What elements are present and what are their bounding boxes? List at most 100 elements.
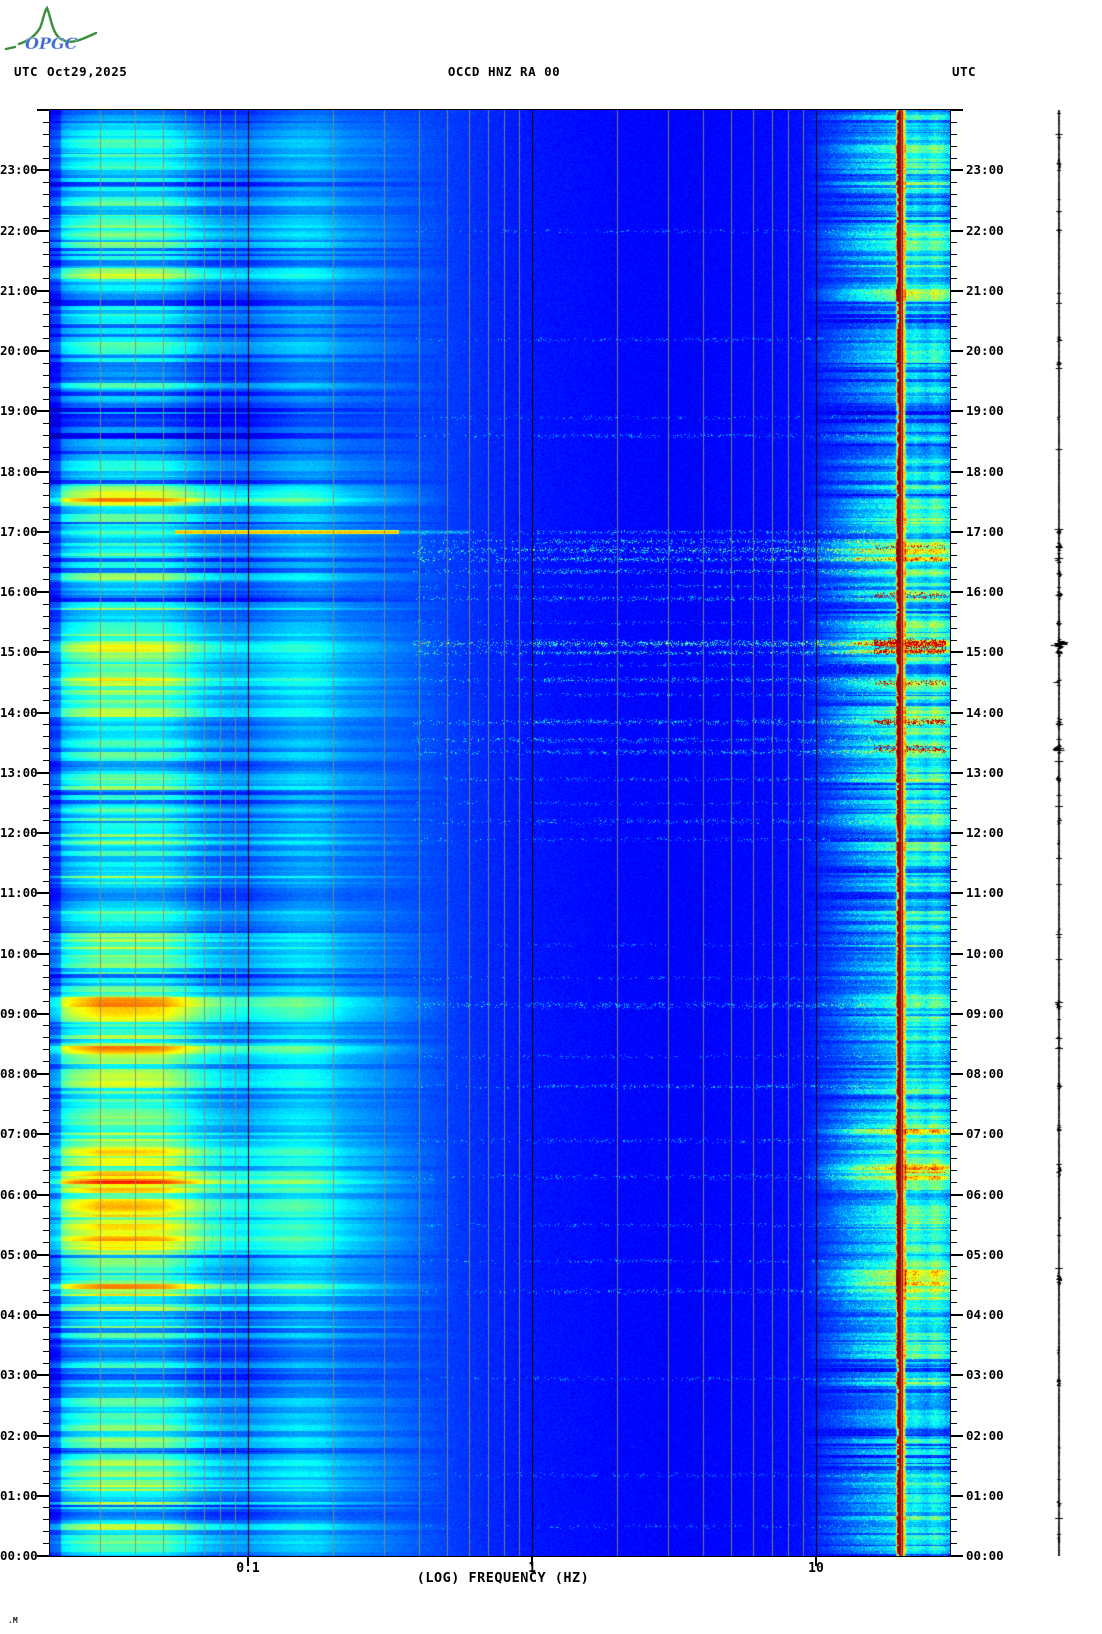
minute-tick — [950, 724, 957, 726]
hour-tick — [37, 470, 50, 473]
minute-tick — [43, 1338, 50, 1340]
hour-tick — [37, 651, 50, 654]
minute-tick — [950, 1398, 957, 1400]
minute-tick — [950, 1001, 957, 1003]
minute-tick — [43, 808, 50, 810]
minute-tick — [43, 422, 50, 424]
minute-tick — [950, 145, 957, 147]
freq-tick — [247, 1557, 249, 1566]
minute-tick — [43, 145, 50, 147]
minute-tick — [950, 663, 957, 665]
minute-tick — [43, 1218, 50, 1220]
minute-tick — [950, 1085, 957, 1087]
hour-tick — [950, 892, 963, 895]
hour-tick — [950, 651, 963, 654]
minute-tick — [950, 928, 957, 930]
minute-tick — [950, 1157, 957, 1159]
minute-tick — [950, 603, 957, 605]
minute-tick — [43, 434, 50, 436]
hour-tick — [37, 1434, 50, 1437]
time-label-right: 00:00 — [966, 1548, 1004, 1563]
minute-tick — [950, 1169, 957, 1171]
minute-tick — [950, 1483, 957, 1485]
hour-tick — [37, 530, 50, 533]
time-label-right: 02:00 — [966, 1427, 1004, 1443]
minute-tick — [950, 1459, 957, 1461]
minute-tick — [43, 1121, 50, 1123]
minute-tick — [43, 1386, 50, 1388]
time-label-left: 10:00 — [0, 945, 38, 961]
minute-tick — [950, 1447, 957, 1449]
hour-tick — [950, 470, 963, 473]
minute-tick — [950, 386, 957, 388]
minute-tick — [950, 1061, 957, 1063]
minute-tick — [950, 675, 957, 677]
minute-tick — [43, 326, 50, 328]
hour-tick — [950, 1193, 963, 1196]
minute-tick — [43, 796, 50, 798]
minute-tick — [950, 1278, 957, 1280]
minute-tick — [43, 1507, 50, 1509]
time-label-right: 18:00 — [966, 463, 1004, 479]
minute-tick — [950, 326, 957, 328]
minute-tick — [950, 458, 957, 460]
time-label-right: 23:00 — [966, 162, 1004, 178]
corner-mark: .M — [8, 1616, 18, 1625]
minute-tick — [43, 940, 50, 942]
hour-tick — [37, 1253, 50, 1256]
minute-tick — [950, 699, 957, 701]
freq-tick — [815, 1557, 817, 1566]
minute-tick — [43, 1398, 50, 1400]
hour-tick — [950, 530, 963, 533]
minute-tick — [950, 1181, 957, 1183]
minute-tick — [43, 567, 50, 569]
minute-tick — [950, 507, 957, 509]
minute-tick — [950, 1543, 957, 1545]
time-label-right: 13:00 — [966, 764, 1004, 780]
hour-tick — [950, 1555, 963, 1557]
minute-tick — [950, 916, 957, 918]
minute-tick — [43, 1290, 50, 1292]
date-label: Oct29,2025 — [47, 64, 128, 79]
minute-tick — [950, 760, 957, 762]
hour-tick — [950, 1073, 963, 1075]
time-label-right: 08:00 — [966, 1066, 1004, 1081]
time-label-left: 03:00 — [0, 1367, 38, 1383]
minute-tick — [43, 1326, 50, 1328]
time-label-right: 06:00 — [966, 1186, 1004, 1202]
minute-tick — [950, 266, 957, 268]
minute-tick — [950, 1145, 957, 1147]
minute-tick — [950, 242, 957, 244]
hour-tick — [37, 591, 50, 593]
freq-tick — [531, 1557, 533, 1566]
minute-tick — [950, 1097, 957, 1099]
logo-text: OPGC — [25, 34, 78, 53]
hour-tick — [950, 350, 963, 352]
minute-tick — [950, 483, 957, 485]
hour-tick — [37, 892, 50, 895]
minute-tick — [43, 748, 50, 750]
hour-tick — [37, 229, 50, 232]
hour-tick — [950, 109, 963, 111]
minute-tick — [43, 398, 50, 400]
minute-tick — [43, 519, 50, 521]
minute-tick — [43, 736, 50, 738]
utc-left-label: UTC — [14, 64, 39, 79]
minute-tick — [950, 1290, 957, 1292]
helicorder-trace-canvas — [1044, 110, 1074, 1556]
minute-tick — [43, 362, 50, 364]
hour-tick — [37, 1314, 50, 1316]
minute-tick — [950, 434, 957, 436]
minute-tick — [950, 121, 957, 123]
minute-tick — [43, 1157, 50, 1159]
minute-tick — [950, 1519, 957, 1521]
time-label-left: 13:00 — [0, 764, 38, 780]
minute-tick — [43, 1037, 50, 1039]
time-label-left: 15:00 — [0, 644, 38, 660]
time-label-left: 08:00 — [0, 1066, 38, 1081]
time-label-left: 23:00 — [0, 162, 38, 178]
minute-tick — [43, 1410, 50, 1412]
minute-tick — [950, 1326, 957, 1328]
time-label-right: 14:00 — [966, 704, 1004, 720]
